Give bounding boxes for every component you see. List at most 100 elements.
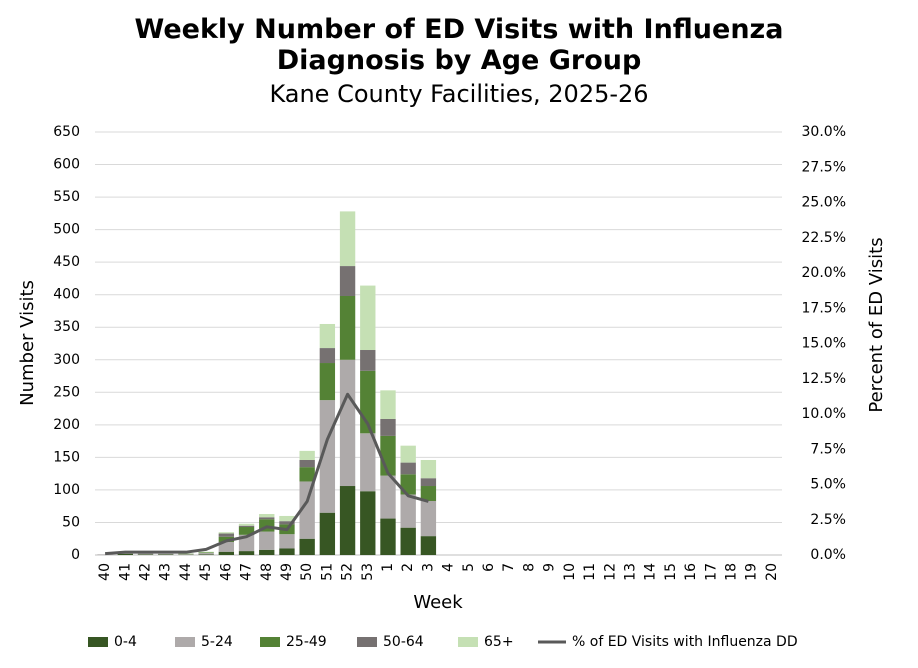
bar-segment (360, 491, 376, 555)
bar-segment (238, 523, 255, 526)
bar-segment (238, 525, 255, 528)
x-tick-label: 42 (138, 563, 154, 581)
bar-segment (279, 521, 295, 525)
y2-tick-label: 22.5% (802, 230, 846, 246)
bar-segment (97, 554, 113, 555)
chart-title: Weekly Number of ED Visits with Influenz… (134, 14, 784, 76)
bar-segment (259, 514, 275, 518)
x-tick-label: 43 (158, 563, 174, 581)
x-tick-label: 9 (542, 563, 558, 572)
x-tick-label: 14 (643, 563, 659, 581)
y2-tick-label: 20.0% (802, 265, 846, 281)
x-tick-label: 45 (198, 563, 214, 581)
bar-segment (380, 518, 396, 555)
bar-segment (218, 551, 235, 555)
bar-segment (238, 527, 255, 535)
bar-segment (218, 532, 235, 534)
x-tick-label: 46 (218, 563, 234, 581)
y2-tick-label: 5.0% (810, 477, 846, 493)
bar-segment (299, 467, 315, 482)
legend-label: 65+ (484, 634, 514, 650)
x-tick-label: 20 (764, 563, 780, 581)
bar-segment (420, 500, 437, 537)
x-tick-label: 4 (441, 563, 457, 572)
y-tick-label: 500 (53, 222, 80, 238)
bar-segment (380, 418, 396, 436)
x-tick-label: 11 (582, 563, 598, 581)
line-series (104, 392, 429, 556)
x-tick-label: 18 (723, 563, 739, 581)
y2-tick-label: 27.5% (802, 159, 846, 175)
legend-swatch (260, 637, 280, 647)
legend-label: % of ED Visits with Influenza DD (572, 634, 798, 650)
legend-label: 5-24 (201, 634, 233, 650)
bar-segment (319, 323, 336, 349)
bar-segment (158, 554, 174, 555)
chart-subtitle: Kane County Facilities, 2025-26 (269, 80, 649, 108)
bar-segment (420, 478, 437, 487)
bar-segment (178, 554, 194, 555)
x-tick-label: 5 (461, 563, 477, 572)
bar-segment (319, 348, 336, 364)
x-tick-label: 10 (562, 563, 578, 581)
x-tick-label: 52 (340, 563, 356, 581)
y2-tick-label: 17.5% (802, 300, 846, 316)
bar-segment (279, 515, 295, 522)
legend-swatch (458, 637, 478, 647)
x-tick-label: 49 (279, 563, 295, 581)
x-tick-label: 17 (703, 563, 719, 581)
bar-segment (259, 517, 275, 520)
y2-tick-label: 25.0% (802, 195, 846, 211)
legend-swatch (175, 637, 195, 647)
bar-segment (198, 554, 214, 555)
x-tick-label: 53 (360, 563, 376, 581)
x-tick-label: 41 (117, 563, 133, 581)
y2-tick-label: 15.0% (802, 336, 846, 352)
bar-segment (420, 536, 437, 555)
bar-segment (400, 445, 416, 463)
bar-segment (339, 359, 356, 487)
y2-axis-title: Percent of ED Visits (866, 237, 887, 412)
bar-segment (218, 541, 235, 552)
legend-label: 0-4 (114, 634, 137, 650)
bar-segment (259, 549, 275, 555)
bar-segment (339, 486, 356, 555)
legend-label: 25-49 (286, 634, 327, 650)
x-tick-label: 6 (481, 563, 497, 572)
bar-segment (339, 266, 356, 296)
x-tick-label: 3 (420, 563, 436, 572)
legend-swatch (88, 637, 108, 647)
legend-swatch (357, 637, 377, 647)
bar-segment (360, 433, 376, 492)
x-tick-label: 51 (319, 563, 335, 581)
y-tick-label: 50 (62, 514, 80, 530)
bar-segment (360, 350, 376, 371)
x-tick-label: 47 (239, 563, 255, 581)
x-tick-label: 2 (400, 563, 416, 572)
bar-segment (158, 553, 174, 555)
bar-segment (360, 285, 376, 351)
bar-segment (198, 552, 214, 554)
bar-segment (400, 494, 416, 528)
y-tick-label: 200 (53, 417, 80, 433)
bar-segment (198, 553, 214, 555)
bar-segment (380, 475, 396, 519)
bar-segment (299, 450, 315, 460)
y-tick-label: 450 (53, 254, 80, 270)
y2-tick-label: 12.5% (802, 371, 846, 387)
y2-tick-label: 30.0% (802, 124, 846, 140)
y-tick-label: 250 (53, 384, 80, 400)
bar-segment (299, 538, 315, 555)
bar-segment (319, 512, 336, 555)
y-tick-label: 350 (53, 319, 80, 335)
y-tick-label: 650 (53, 124, 80, 140)
bar-segment (380, 390, 396, 419)
x-tick-label: 50 (299, 563, 315, 581)
x-axis-title: Week (413, 592, 463, 613)
y-tick-label: 400 (53, 287, 80, 303)
bar-segment (339, 211, 356, 267)
x-tick-label: 7 (501, 563, 517, 572)
y2-tick-label: 7.5% (810, 441, 846, 457)
bar-segment (400, 462, 416, 475)
bar-segment (218, 533, 235, 537)
